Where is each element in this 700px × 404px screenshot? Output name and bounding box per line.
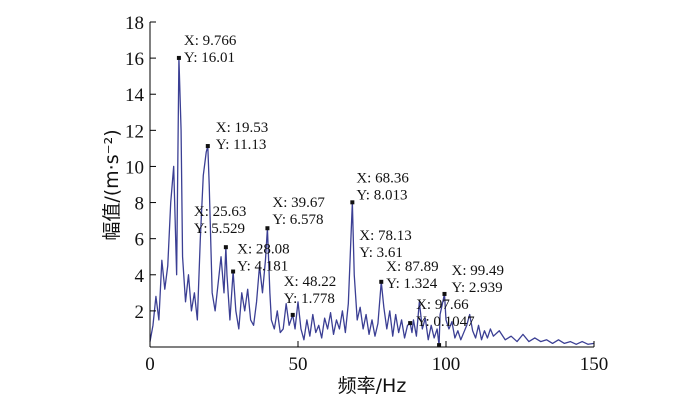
y-tick-label: 18: [125, 13, 144, 34]
data-tip-marker: [265, 226, 270, 231]
data-tip-y: Y: 1.778: [284, 291, 335, 307]
data-tip-x: X: 48.22: [284, 274, 337, 290]
data-tip-marker: [437, 343, 442, 348]
data-tip-x: X: 25.63: [194, 204, 247, 220]
data-tip-x: X: 68.36: [356, 170, 409, 186]
y-tick-label: 6: [135, 230, 145, 251]
data-tip-marker: [205, 144, 210, 149]
data-tip-y: Y: 0.1047: [416, 314, 475, 330]
data-tip-marker: [176, 55, 181, 60]
data-tip-x: X: 99.49: [451, 263, 504, 279]
data-tip-y: Y: 5.529: [194, 221, 245, 237]
data-tip-x: X: 19.53: [216, 120, 269, 136]
data-tip-y: Y: 8.013: [356, 187, 407, 203]
y-tick-label: 4: [135, 266, 145, 287]
y-tick-label: 12: [125, 121, 144, 142]
data-tip-x: X: 87.89: [386, 259, 439, 275]
x-tick-label: 0: [145, 354, 155, 375]
y-tick-label: 8: [135, 194, 145, 215]
data-tip-y: Y: 4.181: [237, 259, 288, 275]
x-tick-label: 150: [580, 354, 609, 375]
data-tip-y: Y: 6.578: [272, 212, 323, 228]
x-tick-label: 50: [289, 354, 308, 375]
data-tip-marker: [408, 321, 413, 326]
x-tick-label: 100: [432, 354, 461, 375]
data-tip-marker: [223, 245, 228, 250]
y-tick-label: 10: [125, 157, 144, 178]
y-axis-title: 幅值/(m·s⁻²): [101, 129, 123, 240]
x-axis-title: 频率/Hz: [338, 375, 407, 397]
series-line: [149, 57, 595, 346]
y-tick-label: 2: [135, 302, 145, 323]
data-tip-marker: [350, 200, 355, 205]
data-tip-marker: [379, 279, 384, 284]
y-tick-label: 14: [125, 85, 145, 106]
data-tip-marker: [442, 291, 447, 296]
data-tip-x: X: 9.766: [184, 33, 237, 49]
data-tip-y: Y: 1.324: [386, 276, 438, 292]
data-tip-x: X: 97.66: [416, 297, 469, 313]
data-tip-marker: [290, 312, 295, 317]
data-tip-y: Y: 11.13: [216, 137, 267, 153]
data-tip-y: Y: 3.61: [359, 245, 403, 261]
data-tip-y: Y: 16.01: [184, 50, 235, 66]
data-tip-y: Y: 2.939: [451, 280, 502, 296]
data-tip-x: X: 78.13: [359, 228, 412, 244]
data-tip-x: X: 39.67: [272, 195, 325, 211]
data-tip-marker: [231, 269, 236, 274]
y-tick-label: 16: [125, 49, 144, 70]
data-tip-x: X: 28.08: [237, 242, 290, 258]
